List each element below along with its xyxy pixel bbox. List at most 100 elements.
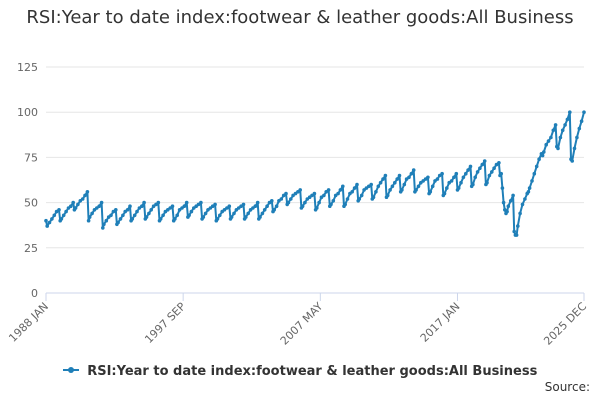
data-point bbox=[71, 200, 75, 205]
data-point bbox=[537, 157, 541, 161]
data-point bbox=[355, 182, 359, 187]
data-point bbox=[253, 204, 258, 208]
data-point bbox=[57, 208, 61, 212]
data-point bbox=[80, 197, 85, 201]
data-point bbox=[232, 211, 236, 216]
data-point bbox=[246, 211, 250, 216]
data-point bbox=[303, 200, 307, 205]
data-point bbox=[544, 142, 548, 147]
data-point bbox=[546, 139, 551, 143]
data-point bbox=[279, 197, 284, 201]
data-point bbox=[101, 226, 105, 230]
data-point bbox=[390, 184, 395, 189]
y-tick-label: 75 bbox=[24, 151, 38, 164]
data-point bbox=[144, 215, 149, 219]
data-point bbox=[464, 171, 468, 176]
data-point bbox=[359, 193, 364, 198]
data-point bbox=[241, 202, 246, 207]
data-point bbox=[329, 202, 333, 207]
data-point bbox=[411, 168, 416, 172]
y-tick-label: 100 bbox=[17, 106, 38, 119]
data-point bbox=[286, 200, 291, 205]
data-point bbox=[416, 184, 421, 189]
data-point bbox=[118, 217, 123, 221]
data-point bbox=[407, 175, 411, 180]
data-point bbox=[99, 200, 104, 205]
data-point bbox=[312, 191, 317, 196]
data-point bbox=[526, 190, 531, 194]
data-point bbox=[199, 200, 203, 205]
data-point bbox=[518, 211, 522, 216]
data-point bbox=[140, 204, 144, 208]
data-point bbox=[173, 217, 177, 221]
data-point bbox=[255, 200, 260, 205]
data-point bbox=[97, 204, 101, 208]
data-point bbox=[572, 146, 577, 151]
data-point bbox=[490, 170, 494, 174]
data-point bbox=[175, 213, 179, 218]
data-point bbox=[326, 188, 331, 192]
x-tick-label: 2025 DEC bbox=[541, 300, 589, 348]
series-line bbox=[45, 111, 585, 237]
data-point bbox=[184, 200, 189, 205]
data-point bbox=[156, 200, 161, 205]
data-point bbox=[435, 177, 440, 181]
data-point bbox=[511, 193, 515, 198]
data-point bbox=[499, 171, 504, 176]
data-point bbox=[73, 206, 78, 210]
data-point bbox=[132, 213, 137, 218]
data-point bbox=[85, 190, 90, 194]
data-point bbox=[468, 164, 473, 169]
legend-label: RSI:Year to date index:footwear & leathe… bbox=[87, 364, 538, 379]
data-point bbox=[109, 213, 113, 218]
data-point bbox=[125, 208, 130, 212]
data-point bbox=[385, 193, 390, 198]
data-point bbox=[300, 204, 305, 208]
data-point bbox=[461, 175, 466, 180]
data-point bbox=[270, 199, 274, 203]
data-point bbox=[485, 180, 489, 185]
data-point bbox=[582, 110, 586, 114]
legend-swatch bbox=[62, 366, 79, 373]
data-point bbox=[482, 159, 487, 163]
data-point bbox=[553, 123, 558, 127]
data-point bbox=[454, 171, 459, 176]
data-point bbox=[560, 128, 565, 133]
data-point bbox=[575, 135, 579, 140]
data-point bbox=[388, 188, 392, 192]
data-point bbox=[397, 173, 402, 178]
data-point bbox=[87, 215, 92, 219]
x-tick-label: 2017 JAN bbox=[418, 300, 463, 345]
data-point bbox=[480, 162, 485, 167]
data-point bbox=[514, 233, 519, 237]
data-point bbox=[215, 217, 220, 221]
data-point bbox=[315, 206, 319, 210]
data-point bbox=[52, 213, 57, 218]
data-point bbox=[83, 193, 87, 198]
x-axis: 1988 JAN 1997 SEP 2007 MAY 2017 JAN 2025 DEC bbox=[6, 292, 589, 348]
data-point bbox=[47, 220, 52, 225]
data-point bbox=[64, 209, 68, 214]
data-point bbox=[201, 215, 206, 219]
data-point bbox=[542, 150, 546, 154]
data-point bbox=[50, 217, 54, 221]
data-point bbox=[357, 197, 362, 201]
data-point bbox=[352, 186, 357, 190]
data-point bbox=[383, 173, 388, 178]
y-tick-label: 50 bbox=[24, 197, 38, 210]
data-point bbox=[568, 110, 572, 114]
x-tick-label: 1988 JAN bbox=[6, 300, 51, 345]
data-point bbox=[505, 209, 509, 214]
data-point bbox=[534, 164, 539, 169]
legend[interactable]: RSI:Year to date index:footwear & leathe… bbox=[0, 364, 600, 379]
data-point bbox=[516, 224, 520, 228]
data-point bbox=[104, 218, 109, 223]
data-point bbox=[487, 173, 492, 178]
data-point bbox=[501, 200, 506, 205]
data-point bbox=[130, 217, 135, 221]
data-point bbox=[393, 180, 397, 185]
data-point bbox=[203, 211, 208, 216]
data-point bbox=[459, 180, 463, 185]
data-point bbox=[565, 117, 570, 122]
data-point bbox=[374, 190, 378, 194]
